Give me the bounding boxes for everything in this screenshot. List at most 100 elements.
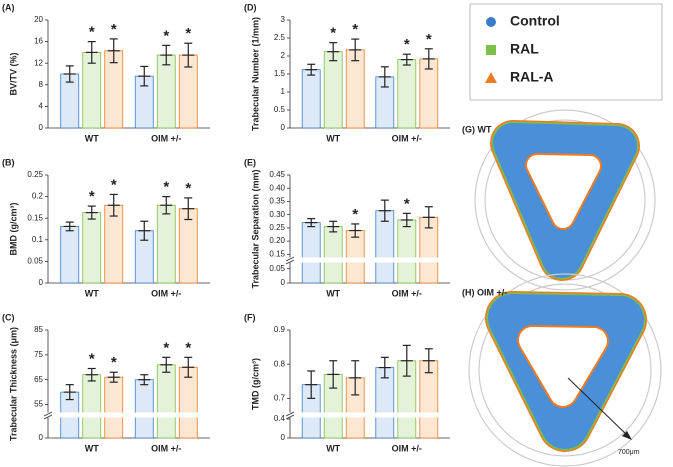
break-mark: [43, 414, 53, 420]
error-bar: [378, 66, 391, 88]
y-tick-label: 0.1: [32, 235, 44, 244]
cross-section-h: [468, 273, 662, 467]
error-bar: [160, 44, 173, 66]
error-bar: [182, 197, 195, 221]
significance-star: *: [163, 179, 169, 196]
y-tick-label: 0.35: [269, 197, 285, 206]
error-bar: [160, 196, 173, 215]
bar: [104, 376, 124, 439]
y-tick-label: 0.05: [27, 257, 43, 266]
significance-star: *: [404, 195, 410, 212]
y-tick-label: 0.45: [269, 170, 285, 179]
significance-star: *: [185, 339, 191, 356]
y-axis-label: TMD (g/cm³): [250, 358, 260, 410]
y-tick-label: 0.8: [274, 359, 286, 368]
x-tick-label: WT: [326, 133, 340, 143]
x-tick-label: WT: [326, 288, 340, 298]
error-bar: [138, 374, 151, 386]
error-bar: [305, 370, 318, 399]
significance-star: *: [111, 176, 117, 193]
error-bar: [138, 220, 151, 241]
y-tick-label: 20: [34, 15, 43, 24]
significance-star: *: [163, 27, 169, 44]
x-tick-label: OIM +/-: [392, 133, 422, 143]
significance-star: *: [330, 25, 336, 42]
error-bar: [327, 220, 340, 233]
error-bar: [160, 356, 173, 373]
bar: [134, 379, 154, 439]
y-tick-label: 2.5: [274, 33, 286, 42]
bar: [301, 222, 321, 284]
y-tick-label: 55: [34, 400, 43, 409]
bar: [82, 212, 102, 284]
error-bar: [422, 48, 435, 70]
significance-star: *: [89, 350, 95, 367]
panel-label: (A): [2, 2, 15, 12]
axis-break: [286, 257, 450, 263]
error-bar: [422, 348, 435, 374]
x-tick-label: OIM +/-: [392, 288, 422, 298]
y-tick-label: 0: [39, 278, 44, 287]
error-bar: [400, 53, 413, 66]
y-tick-label: 0.05: [269, 264, 285, 273]
y-tick-label: 0.30: [269, 210, 285, 219]
legend-label: RAL-A: [510, 69, 554, 85]
bar: [104, 204, 124, 284]
y-tick-label: 0.15: [27, 213, 43, 222]
legend-marker: [486, 17, 496, 27]
significance-star: *: [352, 206, 358, 223]
bar: [323, 51, 343, 129]
bar: [345, 230, 365, 284]
legend-label: Control: [510, 13, 560, 29]
y-tick-label: 0.9: [274, 325, 286, 334]
bar: [60, 226, 80, 284]
y-tick-label: 4: [39, 102, 44, 111]
x-tick-label: WT: [85, 133, 99, 143]
error-bar: [63, 384, 76, 401]
break-mark: [285, 259, 295, 265]
panel-label: (C): [2, 312, 15, 322]
y-tick-label: 0.40: [269, 183, 285, 192]
bar: [345, 49, 365, 129]
y-tick-label: 0.5: [274, 105, 286, 114]
y-tick-label: 0: [281, 278, 286, 287]
error-bar: [138, 65, 151, 87]
x-tick-label: OIM +/-: [151, 288, 181, 298]
y-tick-label: 0: [39, 433, 44, 442]
scale-label: 700μm: [618, 449, 640, 456]
bar: [301, 69, 321, 129]
y-tick-label: 0: [281, 123, 286, 132]
y-tick-label: 8: [39, 80, 44, 89]
significance-star: *: [111, 354, 117, 371]
error-bar: [349, 223, 362, 238]
legend-box: [469, 3, 663, 101]
error-bar: [107, 193, 120, 217]
error-bar: [400, 344, 413, 377]
error-bar: [327, 360, 340, 389]
significance-star: *: [89, 24, 95, 41]
y-tick-label: 0.20: [269, 236, 285, 245]
x-tick-label: WT: [85, 288, 99, 298]
axis-break: [44, 412, 210, 418]
bar: [156, 364, 176, 439]
error-bar: [182, 356, 195, 378]
panel-label: (B): [2, 157, 15, 167]
x-tick-label: OIM +/-: [151, 443, 181, 453]
image-label: (G) WT: [462, 124, 492, 134]
axis-break: [286, 412, 450, 418]
y-tick-label: 0.25: [269, 223, 285, 232]
y-tick-label: 0.15: [269, 249, 285, 258]
break-mark: [43, 411, 53, 417]
significance-star: *: [352, 21, 358, 38]
x-tick-label: OIM +/-: [392, 443, 422, 453]
panel-label: (E): [244, 157, 256, 167]
bar: [323, 226, 343, 284]
legend-marker: [485, 72, 497, 83]
bar: [178, 366, 198, 439]
break-mark: [285, 414, 295, 420]
error-bar: [305, 218, 318, 228]
error-bar: [305, 63, 318, 76]
significance-star: *: [185, 180, 191, 197]
error-bar: [63, 65, 76, 83]
bar: [397, 219, 417, 284]
